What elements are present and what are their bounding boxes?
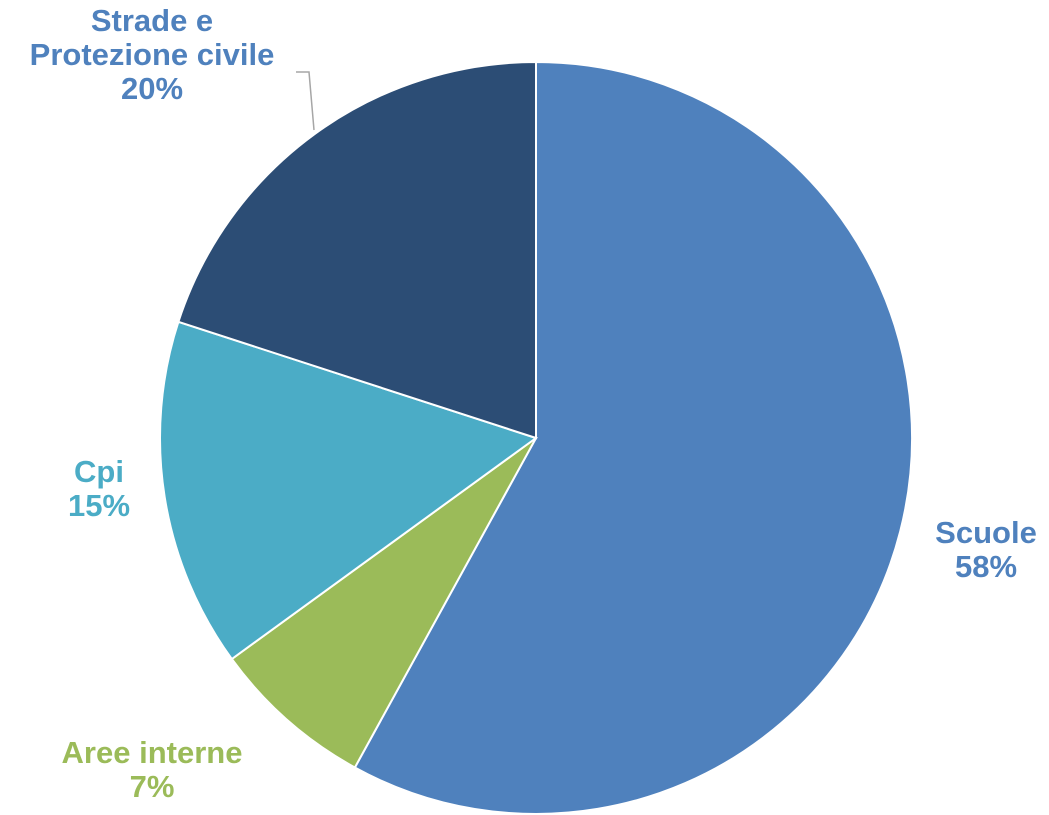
pie-slice-strade-e-protezione-civile xyxy=(177,60,537,440)
data-label-strade-e-protezione-civile: Strade e Protezione civile 20% xyxy=(30,3,275,106)
leader-line-strade xyxy=(296,71,315,131)
data-label-name: Cpi xyxy=(74,454,124,489)
data-label-percent: 58% xyxy=(955,549,1017,584)
pie-slices xyxy=(159,60,913,815)
data-label-percent: 7% xyxy=(130,769,175,804)
data-label-name: Strade e xyxy=(91,3,213,38)
pie-slice-scuole xyxy=(353,60,913,815)
data-label-cpi: Cpi 15% xyxy=(68,454,130,523)
pie-slice-aree-interne xyxy=(230,437,537,769)
data-label-scuole: Scuole 58% xyxy=(935,515,1037,584)
data-label-percent: 20% xyxy=(121,71,183,106)
pie-slice-cpi xyxy=(159,320,539,661)
data-label-aree-interne: Aree interne 7% xyxy=(62,735,243,804)
data-label-name: Aree interne xyxy=(62,735,243,770)
data-labels: Scuole 58% Aree interne 7% Cpi 15% Strade e Pro… xyxy=(30,3,1037,804)
data-label-percent: 15% xyxy=(68,488,130,523)
data-label-name: Protezione civile xyxy=(30,37,275,72)
data-label-name: Scuole xyxy=(935,515,1037,550)
